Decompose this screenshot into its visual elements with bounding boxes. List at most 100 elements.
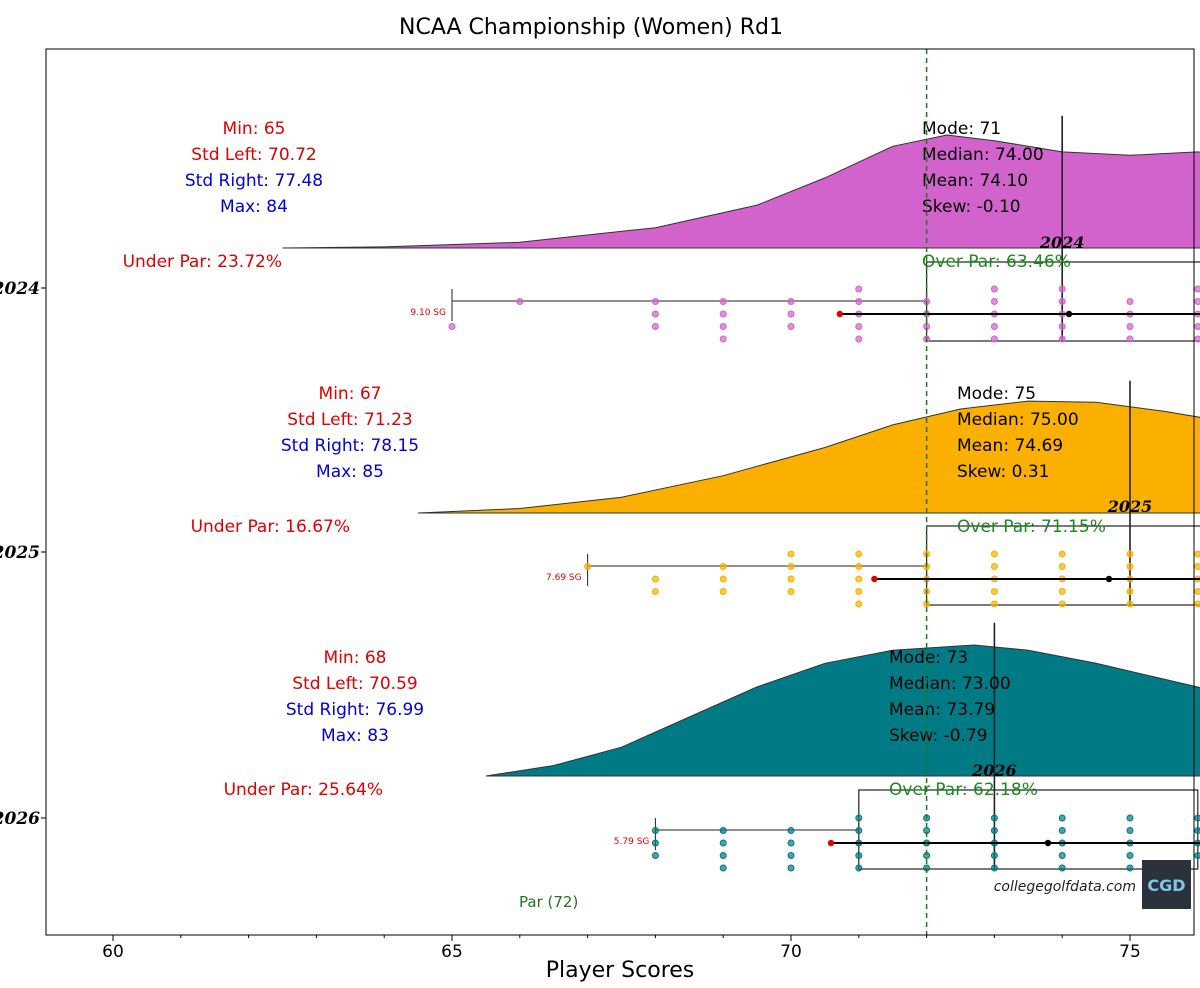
score-point bbox=[1194, 335, 1200, 343]
score-point bbox=[1126, 323, 1134, 330]
score-point bbox=[719, 323, 727, 330]
score-point bbox=[1126, 600, 1134, 608]
score-point bbox=[855, 575, 863, 583]
par-label: Par (72) bbox=[519, 893, 578, 911]
score-point bbox=[787, 563, 795, 570]
density-cloud-2024 bbox=[282, 134, 1200, 249]
score-point bbox=[787, 839, 795, 847]
std-left-label: Std Left: 71.23 bbox=[287, 410, 412, 430]
score-point bbox=[787, 852, 795, 859]
density-cloud-2025 bbox=[418, 400, 1200, 514]
score-point bbox=[855, 827, 863, 834]
score-point bbox=[651, 588, 659, 595]
mode-label: Mode: 71 bbox=[922, 119, 1001, 139]
score-point bbox=[584, 563, 592, 570]
over-par-label: Over Par: 71.15% bbox=[957, 517, 1106, 537]
median-label: Median: 75.00 bbox=[957, 410, 1079, 430]
score-point bbox=[719, 335, 727, 343]
median-label: Median: 73.00 bbox=[889, 674, 1011, 694]
score-point bbox=[1126, 814, 1134, 822]
min-label: Min: 67 bbox=[319, 384, 382, 404]
score-point bbox=[651, 310, 659, 318]
min-label: Min: 65 bbox=[223, 119, 286, 139]
std-left-marker bbox=[836, 310, 844, 318]
year-label: 2026 bbox=[971, 761, 1017, 780]
score-point bbox=[1194, 563, 1200, 570]
std-left-label: Std Left: 70.59 bbox=[292, 674, 417, 694]
score-point bbox=[990, 285, 998, 293]
score-point bbox=[855, 852, 863, 859]
std-right-label: Std Right: 77.48 bbox=[185, 171, 323, 191]
score-point bbox=[516, 298, 524, 305]
score-point bbox=[1126, 335, 1134, 343]
score-point bbox=[787, 575, 795, 583]
score-point bbox=[651, 827, 659, 834]
score-point bbox=[855, 563, 863, 570]
score-point bbox=[787, 827, 795, 834]
score-point bbox=[855, 298, 863, 305]
x-tick-label: 65 bbox=[441, 942, 463, 962]
svg-text:CGD: CGD bbox=[1147, 876, 1185, 895]
skew-label: Skew: -0.79 bbox=[889, 726, 988, 746]
score-point bbox=[1194, 588, 1200, 595]
over-par-label: Over Par: 63.46% bbox=[922, 252, 1071, 272]
score-point bbox=[651, 575, 659, 583]
year-label: 2025 bbox=[1107, 497, 1153, 516]
score-point bbox=[448, 323, 456, 330]
score-point bbox=[990, 864, 998, 872]
sg-left-label: 5.79 SG bbox=[614, 837, 650, 847]
score-point bbox=[651, 839, 659, 847]
score-point bbox=[855, 864, 863, 872]
score-point bbox=[719, 827, 727, 834]
score-point bbox=[855, 588, 863, 595]
score-point bbox=[719, 839, 727, 847]
mean-marker bbox=[1044, 839, 1052, 847]
score-point bbox=[1194, 827, 1200, 834]
score-point bbox=[1058, 285, 1066, 293]
mean-label: Mean: 74.10 bbox=[922, 171, 1028, 191]
score-point bbox=[1126, 550, 1134, 558]
score-point bbox=[855, 600, 863, 608]
score-point bbox=[990, 852, 998, 859]
score-point bbox=[1058, 335, 1066, 343]
chart-title: NCAA Championship (Women) Rd1 bbox=[399, 15, 783, 40]
score-point bbox=[1058, 814, 1066, 822]
score-point bbox=[1194, 550, 1200, 558]
score-point bbox=[1126, 563, 1134, 570]
score-point bbox=[1194, 298, 1200, 305]
score-point bbox=[1126, 298, 1134, 305]
mode-label: Mode: 73 bbox=[889, 648, 968, 668]
score-point bbox=[651, 852, 659, 859]
skew-label: Skew: -0.10 bbox=[922, 197, 1021, 217]
score-point bbox=[990, 298, 998, 305]
mode-label: Mode: 75 bbox=[957, 384, 1036, 404]
std-right-label: Std Right: 78.15 bbox=[281, 436, 419, 456]
score-point bbox=[990, 827, 998, 834]
score-point bbox=[1126, 588, 1134, 595]
std-left-marker bbox=[871, 575, 878, 583]
score-point bbox=[1194, 600, 1200, 608]
median-label: Median: 74.00 bbox=[922, 145, 1044, 165]
score-point bbox=[719, 563, 727, 570]
score-point bbox=[1058, 864, 1066, 872]
score-point bbox=[719, 298, 727, 305]
score-point bbox=[1126, 864, 1134, 872]
score-point bbox=[855, 335, 863, 343]
max-label: Max: 83 bbox=[321, 726, 389, 746]
score-point bbox=[1126, 852, 1134, 859]
under-par-label: Under Par: 25.64% bbox=[224, 780, 383, 800]
score-point bbox=[1058, 852, 1066, 859]
score-point bbox=[1058, 298, 1066, 305]
score-point bbox=[990, 563, 998, 570]
score-point bbox=[719, 852, 727, 859]
score-point bbox=[719, 588, 727, 595]
score-point bbox=[787, 298, 795, 305]
score-point bbox=[1058, 323, 1066, 330]
skew-label: Skew: 0.31 bbox=[957, 462, 1049, 482]
score-point bbox=[855, 550, 863, 558]
score-point bbox=[990, 600, 998, 608]
y-tick-label: 2024 bbox=[0, 279, 40, 299]
score-point bbox=[651, 323, 659, 330]
